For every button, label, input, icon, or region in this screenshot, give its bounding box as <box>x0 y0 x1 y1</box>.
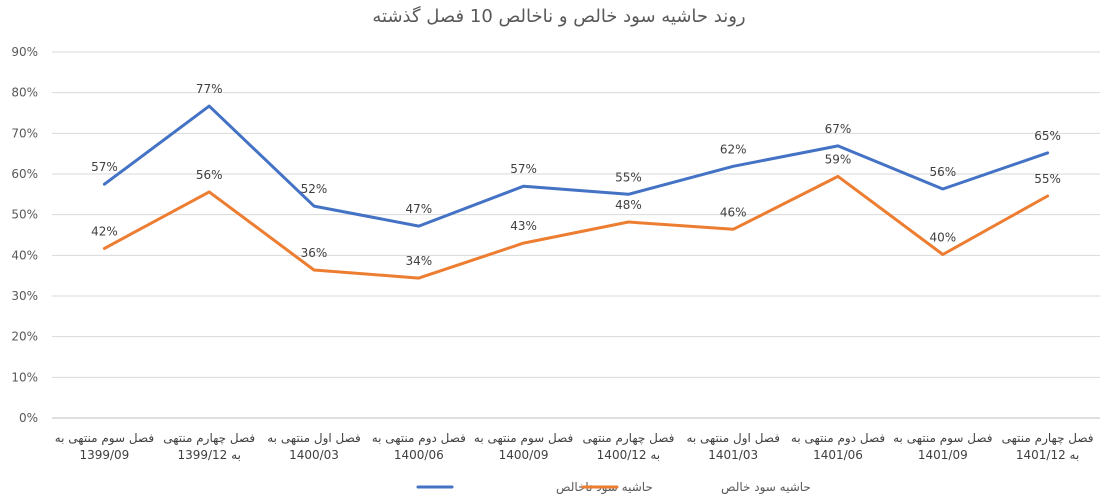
x-category-label: فصل سوم منتهی به 1399/09 <box>55 431 154 462</box>
data-label-series-2: 46% <box>720 205 747 219</box>
x-category-label-line: 1401/09 <box>918 448 968 462</box>
data-label-series-1: 77% <box>196 82 223 96</box>
gridlines <box>52 51 1100 419</box>
chart-title: روند حاشیه سود خالص و ناخالص 10 فصل گذشت… <box>372 5 745 27</box>
data-label-series-1: 52% <box>301 182 328 196</box>
x-category-label: فصل سوم منتهی به 1400/09 <box>474 431 573 462</box>
x-category-label-line: 1399/09 <box>79 448 129 462</box>
data-label-series-1: 57% <box>91 160 118 174</box>
x-category-label-line: 1401/06 <box>813 448 863 462</box>
y-tick-label: 80% <box>11 86 38 100</box>
y-tick-label: 30% <box>11 289 38 303</box>
data-label-series-1: 56% <box>929 165 956 179</box>
x-category-label-line: 1400/06 <box>394 448 444 462</box>
data-labels: 57% 77% 52% 47% 57% 55% 62% 67% 56% 65% 42% 56% 36% 3… <box>91 82 1061 268</box>
data-label-series-2: 56% <box>196 168 223 182</box>
y-tick-label: 0% <box>19 411 38 425</box>
x-category-label-line: به 1399/12 <box>177 448 240 462</box>
x-category-label: فصل اول منتهی به 1401/03 <box>686 431 780 462</box>
data-label-series-1: 55% <box>615 170 642 184</box>
series-line-2 <box>102 174 1050 280</box>
x-category-label-line: فصل سوم منتهی به <box>474 431 573 446</box>
y-tick-label: 50% <box>11 208 38 222</box>
x-category-label-line: فصل چهارم منتهی <box>582 431 674 446</box>
y-tick-label: 60% <box>11 167 38 181</box>
data-label-series-1: 57% <box>510 162 537 176</box>
y-tick-label: 70% <box>11 126 38 140</box>
x-category-label-line: فصل چهارم منتهی <box>163 431 255 446</box>
data-label-series-2: 43% <box>510 219 537 233</box>
data-label-series-1: 47% <box>405 202 432 216</box>
x-category-label: فصل دوم منتهی به 1400/06 <box>372 431 466 462</box>
x-category-label-line: فصل اول منتهی به <box>267 431 361 446</box>
x-category-label-line: فصل سوم منتهی به <box>893 431 992 446</box>
x-category-label-line: فصل سوم منتهی به <box>55 431 154 446</box>
x-category-label-line: 1400/09 <box>499 448 549 462</box>
series-lines <box>102 104 1050 280</box>
y-tick-label: 40% <box>11 248 38 262</box>
x-category-label-line: به 1401/12 <box>1016 448 1079 462</box>
x-category-label-line: فصل چهارم منتهی <box>1002 431 1094 446</box>
y-tick-label: 20% <box>11 330 38 344</box>
data-label-series-1: 65% <box>1034 129 1061 143</box>
x-category-label: فصل چهارم منتهی به 1401/12 <box>1002 431 1094 462</box>
x-category-label: فصل دوم منتهی به 1401/06 <box>791 431 885 462</box>
x-axis-category-labels: فصل سوم منتهی به 1399/09 فصل چهارم منتهی به… <box>55 431 1094 462</box>
x-category-label-line: فصل دوم منتهی به <box>372 431 466 446</box>
y-tick-label: 10% <box>11 370 38 384</box>
x-category-label: فصل سوم منتهی به 1401/09 <box>893 431 992 462</box>
x-category-label-line: فصل دوم منتهی به <box>791 431 885 446</box>
y-axis-tick-labels: 0% 10% 20% 30% 40% 50% 60% 70% 80% 90% <box>11 45 38 425</box>
x-category-label-line: 1400/03 <box>289 448 339 462</box>
data-label-series-2: 55% <box>1034 172 1061 186</box>
data-label-series-2: 48% <box>615 198 642 212</box>
x-category-label: فصل چهارم منتهی به 1400/12 <box>582 431 674 462</box>
data-label-series-1: 67% <box>825 122 852 136</box>
data-label-series-2: 59% <box>825 152 852 166</box>
data-label-series-1: 62% <box>720 142 747 156</box>
data-label-series-2: 34% <box>405 254 432 268</box>
data-label-series-2: 40% <box>929 231 956 245</box>
y-tick-label: 90% <box>11 45 38 59</box>
data-label-series-2: 42% <box>91 224 118 238</box>
data-label-series-2: 36% <box>301 246 328 260</box>
legend: حاشیه سود ناخالص حاشیه سود خالص <box>416 480 811 495</box>
x-category-label-line: 1401/03 <box>708 448 758 462</box>
legend-label: حاشیه سود خالص <box>721 480 811 495</box>
x-category-label-line: به 1400/12 <box>597 448 660 462</box>
x-category-label: فصل اول منتهی به 1400/03 <box>267 431 361 462</box>
x-category-label: فصل چهارم منتهی به 1399/12 <box>163 431 255 462</box>
series-line-1 <box>102 104 1050 228</box>
x-category-label-line: فصل اول منتهی به <box>686 431 780 446</box>
